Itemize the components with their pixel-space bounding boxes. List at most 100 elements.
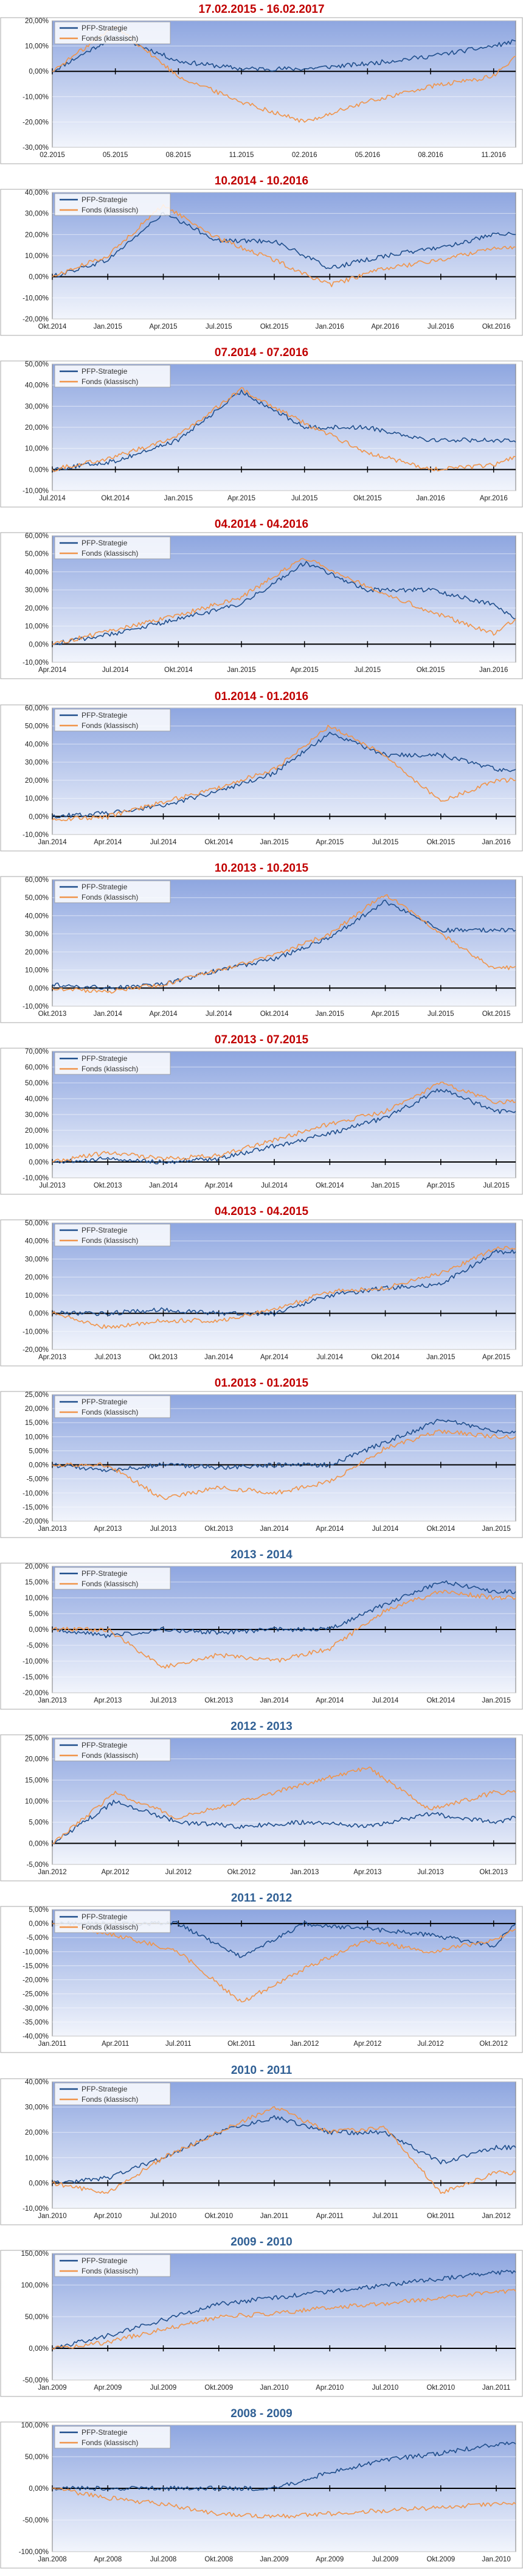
x-tick-label: Jan.2010 bbox=[260, 2384, 288, 2392]
x-tick-label: Jul.2015 bbox=[355, 667, 381, 674]
y-tick-label: 50,00% bbox=[25, 723, 49, 730]
legend-label-fonds: Fonds (klassisch) bbox=[81, 2267, 138, 2275]
legend-label-pfp: PFP-Strategie bbox=[81, 1054, 128, 1063]
x-tick-label: Jul.2009 bbox=[372, 2556, 398, 2563]
y-tick-label: 50,00% bbox=[25, 551, 49, 558]
x-tick-label: Jan.2014 bbox=[260, 1525, 289, 1533]
y-tick-label: -10,00% bbox=[23, 831, 49, 839]
x-tick-label: Jan.2016 bbox=[482, 839, 510, 846]
series-line-fonds bbox=[52, 724, 516, 821]
line-chart: -20,00% -15,00% -10,00% -5,00% 0,00% 5,00% 10,… bbox=[0, 1391, 523, 1538]
y-tick-label: -20,00% bbox=[23, 1346, 49, 1354]
x-tick-label: Jan.2015 bbox=[260, 839, 288, 846]
series-line-pfp bbox=[52, 1419, 516, 1472]
legend-label-fonds: Fonds (klassisch) bbox=[81, 34, 138, 43]
chart-title: 2008 - 2009 bbox=[230, 2407, 293, 2420]
y-tick-label: 20,00% bbox=[25, 231, 49, 239]
y-tick-label: 0,00% bbox=[29, 985, 49, 992]
y-tick-label: -50,00% bbox=[23, 2517, 49, 2524]
series-line-fonds bbox=[52, 1081, 516, 1163]
chart-panel: 17.02.2015 - 16.02.2017 -30,00% -20,00% -10… bbox=[0, 0, 523, 172]
y-tick-label: -10,00% bbox=[23, 2205, 49, 2213]
x-tick-label: Apr.2013 bbox=[38, 1354, 66, 1361]
x-tick-label: Jul.2014 bbox=[39, 495, 66, 502]
x-tick-label: Apr.2014 bbox=[205, 1182, 234, 1189]
x-tick-label: Okt.2010 bbox=[426, 2384, 455, 2392]
x-tick-label: Apr.2016 bbox=[480, 495, 508, 502]
line-chart: -10,00% 0,00% 10,00% 20,00% 30,00% 40,00% 50,0… bbox=[0, 532, 523, 679]
x-tick-label: Apr.2015 bbox=[291, 667, 319, 674]
x-tick-label: Apr.2014 bbox=[149, 1010, 178, 1018]
series-line-pfp bbox=[52, 1799, 516, 1845]
x-tick-label: Jul.2014 bbox=[372, 1525, 399, 1533]
series-line-fonds bbox=[52, 1589, 516, 1669]
x-tick-label: Jan.2009 bbox=[38, 2384, 66, 2392]
x-tick-label: 05.2016 bbox=[355, 152, 381, 159]
x-tick-label: 08.2016 bbox=[418, 152, 443, 159]
x-tick-label: Jul.2014 bbox=[317, 1354, 344, 1361]
x-tick-label: Jan.2015 bbox=[482, 1697, 510, 1704]
legend-box bbox=[54, 1911, 171, 1933]
chart-title: 01.2014 - 01.2016 bbox=[214, 690, 309, 703]
x-tick-label: Apr.2015 bbox=[149, 323, 177, 331]
y-tick-label: 50,00% bbox=[25, 1220, 49, 1227]
x-tick-label: Okt.2012 bbox=[479, 2040, 508, 2048]
x-tick-label: Okt.2015 bbox=[482, 1010, 511, 1018]
y-tick-label: 0,00% bbox=[29, 1626, 49, 1634]
x-tick-label: Apr.2009 bbox=[94, 2384, 122, 2392]
x-tick-label: Okt.2014 bbox=[204, 839, 233, 846]
y-tick-label: 0,00% bbox=[29, 1310, 49, 1317]
y-tick-label: 40,00% bbox=[25, 1096, 49, 1103]
y-tick-label: 10,00% bbox=[25, 967, 49, 974]
chart-panel: 01.2014 - 01.2016 -10,00% 0,00% 10,00% 20,00… bbox=[0, 687, 523, 859]
line-chart: -20,00% -10,00% 0,00% 10,00% 20,00% 30,00% 40,… bbox=[0, 189, 523, 336]
x-tick-label: Jul.2014 bbox=[206, 1010, 232, 1018]
x-tick-label: Jul.2014 bbox=[102, 667, 129, 674]
series-line-pfp bbox=[52, 1580, 516, 1639]
legend-box bbox=[54, 1738, 171, 1762]
x-tick-label: Okt.2015 bbox=[426, 839, 455, 846]
y-tick-label: 10,00% bbox=[25, 1595, 49, 1602]
legend-box bbox=[54, 709, 171, 731]
chart-title: 2011 - 2012 bbox=[230, 1892, 293, 1905]
y-tick-label: 40,00% bbox=[25, 189, 49, 197]
x-tick-label: Jul.2010 bbox=[372, 2384, 398, 2392]
chart-title: 07.2013 - 07.2015 bbox=[214, 1033, 309, 1046]
y-tick-label: 100,00% bbox=[21, 2422, 49, 2429]
x-tick-label: Jul.2014 bbox=[150, 839, 177, 846]
y-tick-label: 150,00% bbox=[21, 2250, 49, 2258]
legend-label-pfp: PFP-Strategie bbox=[81, 367, 128, 376]
legend-label-pfp: PFP-Strategie bbox=[81, 1913, 128, 1921]
x-tick-label: Jan.2013 bbox=[38, 1525, 66, 1533]
x-tick-label: Okt.2011 bbox=[427, 2213, 455, 2220]
series-line-fonds bbox=[52, 2105, 516, 2194]
x-tick-label: Jul.2015 bbox=[428, 1010, 454, 1018]
x-tick-label: Jul.2015 bbox=[372, 839, 398, 846]
line-chart: -20,00% -15,00% -10,00% -5,00% 0,00% 5,00% 10,… bbox=[0, 1563, 523, 1710]
chart-title: 17.02.2015 - 16.02.2017 bbox=[198, 3, 325, 16]
y-tick-label: -20,00% bbox=[23, 1977, 49, 1984]
chart-panel: 2009 - 2010 -50,00% 0,00% 50,00% 100,00% 150,… bbox=[0, 2233, 523, 2404]
x-tick-label: Jan.2016 bbox=[479, 667, 508, 674]
legend-box bbox=[54, 1567, 171, 1590]
legend-label-fonds: Fonds (klassisch) bbox=[81, 1580, 138, 1588]
x-tick-label: Jan.2012 bbox=[38, 1869, 66, 1876]
series-line-fonds bbox=[52, 1245, 516, 1329]
x-tick-label: Jul.2013 bbox=[39, 1182, 65, 1189]
y-tick-label: 10,00% bbox=[25, 43, 49, 51]
y-tick-label: 30,00% bbox=[25, 587, 49, 595]
x-tick-label: Okt.2015 bbox=[353, 495, 382, 502]
y-tick-label: 10,00% bbox=[25, 1433, 49, 1441]
y-tick-label: 20,00% bbox=[25, 1563, 49, 1570]
x-tick-label: Jul.2013 bbox=[95, 1354, 121, 1361]
y-tick-label: 50,00% bbox=[25, 1080, 49, 1087]
x-tick-label: Jan.2011 bbox=[38, 2040, 66, 2048]
x-tick-label: Jul.2009 bbox=[150, 2384, 176, 2392]
legend-label-pfp: PFP-Strategie bbox=[81, 1741, 128, 1749]
